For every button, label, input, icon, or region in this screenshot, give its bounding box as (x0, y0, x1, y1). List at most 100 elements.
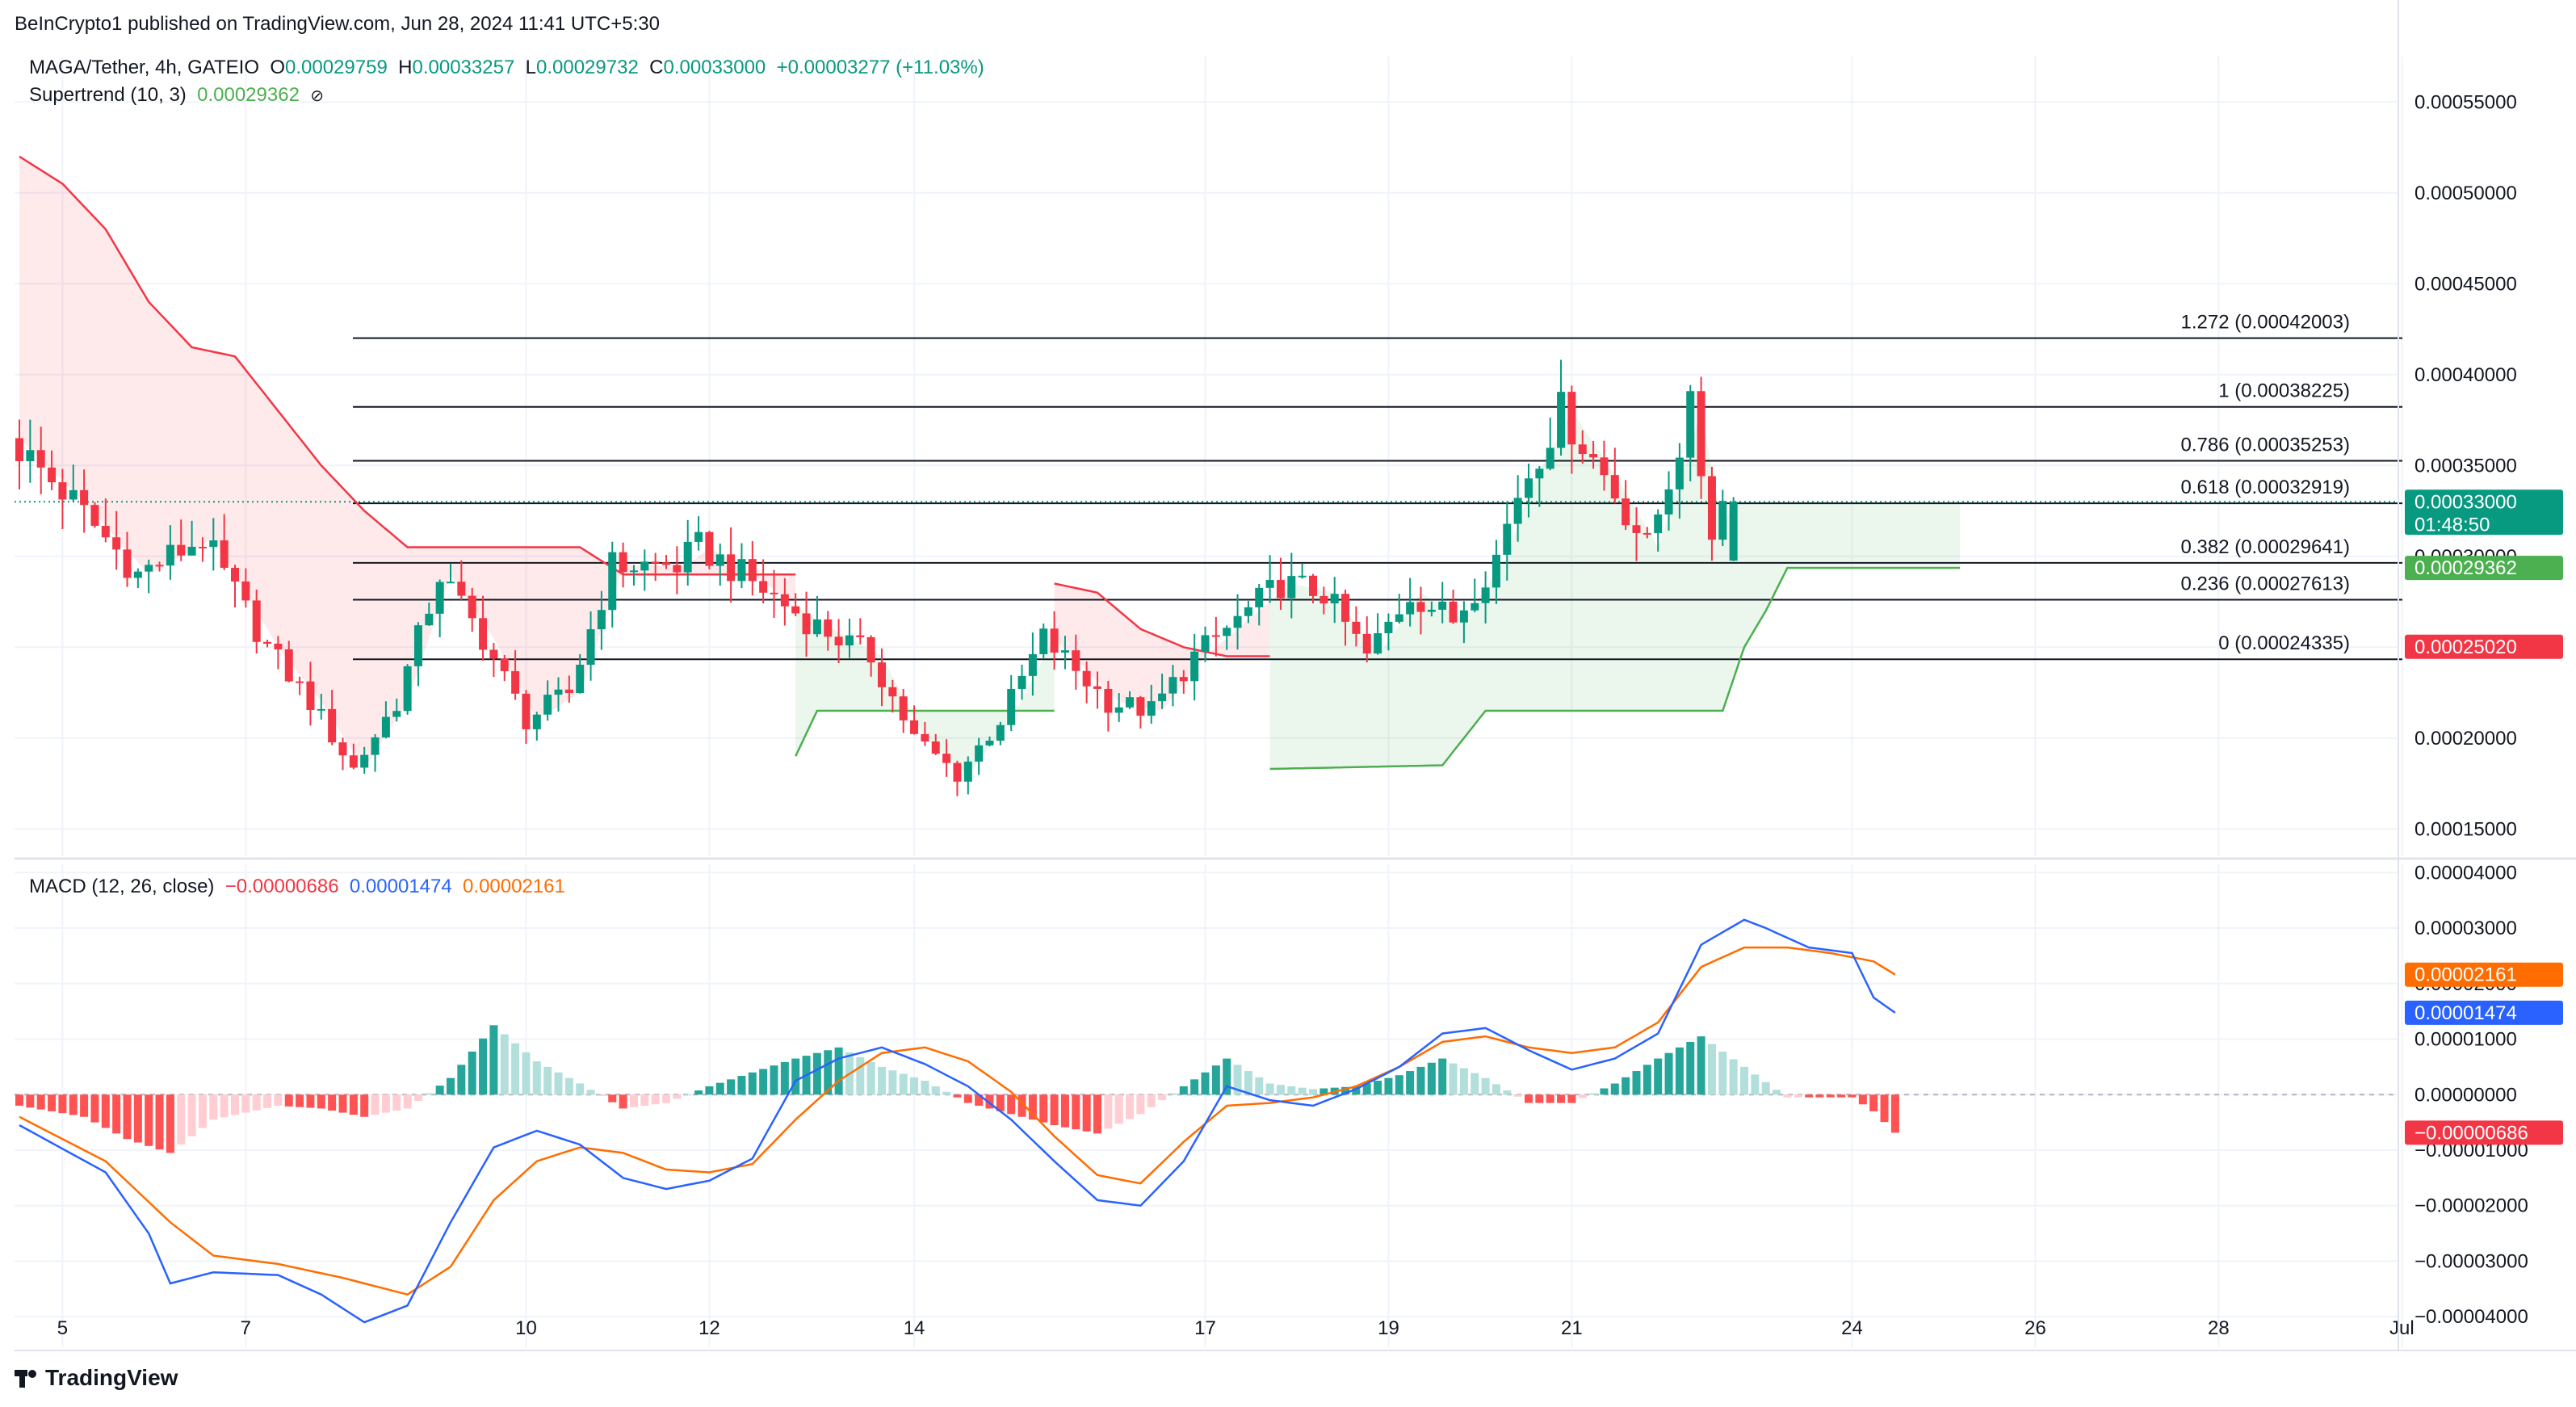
macd-hist-bar (1491, 1084, 1500, 1095)
macd-hist-bar (715, 1082, 724, 1095)
macd-hist-bar (1050, 1094, 1059, 1126)
value-tag-text: 0.00033000 (2414, 491, 2517, 513)
macd-hist-bar (80, 1094, 89, 1117)
candle-body (1471, 603, 1479, 611)
close-label: C (649, 57, 664, 78)
macd-hist-bar (101, 1094, 110, 1128)
candle-body (1265, 580, 1274, 588)
candle-body (447, 582, 455, 584)
macd-hist-bar (812, 1052, 821, 1095)
publisher-line: BeInCrypto1 published on TradingView.com… (15, 13, 660, 35)
candle-body (1664, 489, 1673, 514)
macd-hist-bar (1525, 1094, 1533, 1103)
candle-body (1513, 498, 1522, 524)
macd-hist-bar (770, 1065, 778, 1095)
macd-hist-bar (1837, 1094, 1846, 1098)
candle-body (953, 762, 962, 782)
candle-body (80, 489, 89, 506)
macd-hist-bar (1427, 1062, 1436, 1095)
candle-body (166, 544, 174, 566)
candle-body (1449, 601, 1458, 623)
macd-hist-bar (1039, 1094, 1048, 1123)
value-tag-text: 0.00025020 (2414, 636, 2517, 658)
macd-hist-bar (296, 1094, 304, 1107)
candle-body (770, 592, 778, 594)
supertrend-label[interactable]: Supertrend (10, 3) (29, 84, 187, 106)
macd-hist-bar (1276, 1085, 1285, 1095)
candle-body (1244, 607, 1252, 616)
change-value: +0.00003277 (+11.03%) (776, 57, 984, 78)
macd-hist-bar (1869, 1094, 1878, 1111)
macd-label[interactable]: MACD (12, 26, close) (29, 876, 215, 897)
candle-body (1546, 447, 1554, 469)
macd-hist-value: −0.00000686 (224, 876, 339, 897)
x-tick-label: 10 (515, 1317, 537, 1339)
value-tag (2405, 634, 2563, 659)
tradingview-logo[interactable]: TradingView (15, 1365, 178, 1391)
macd-hist-bar (975, 1094, 984, 1106)
candle-body (1319, 595, 1328, 604)
macd-hist-bar (403, 1094, 412, 1109)
open-value: 0.00029759 (285, 57, 388, 78)
candle-body (791, 606, 800, 614)
candle-body (274, 643, 283, 649)
macd-hist-bar (1794, 1094, 1802, 1098)
symbol-legend: MAGA/Tether, 4h, GATEIO O0.00029759 H0.0… (29, 57, 984, 79)
macd-hist-bar (177, 1094, 186, 1145)
candle-body (1298, 575, 1307, 578)
candle-body (856, 635, 865, 637)
y-tick-label: 0.00045000 (2414, 273, 2517, 295)
symbol-title[interactable]: MAGA/Tether, 4h, GATEIO (29, 57, 259, 78)
candle-body (1491, 554, 1500, 588)
candle-body (1416, 602, 1425, 612)
macd-hist-bar (737, 1076, 746, 1095)
macd-hist-bar (1255, 1077, 1264, 1095)
candle-body (1718, 501, 1727, 540)
macd-hist-bar (1578, 1094, 1587, 1098)
macd-hist-bar (166, 1094, 174, 1153)
macd-hist-bar (1416, 1066, 1425, 1095)
candle-body (975, 745, 984, 762)
y-tick-label: 0.00000000 (2414, 1084, 2517, 1106)
candle-body (133, 571, 142, 578)
candle-body (1190, 651, 1199, 682)
macd-hist-bar (1287, 1086, 1296, 1095)
candle-body (1643, 532, 1651, 535)
macd-hist-bar (1707, 1044, 1716, 1095)
candle-body (824, 619, 833, 637)
y-tick-label: 0.00035000 (2414, 455, 2517, 477)
candle-body (1168, 677, 1177, 694)
x-tick-label: 24 (1841, 1317, 1863, 1339)
candle-body (942, 754, 951, 763)
candle-body (1622, 498, 1630, 526)
candle-body (866, 636, 875, 663)
y-tick-label: 0.00015000 (2414, 818, 2517, 840)
macd-hist-bar (457, 1065, 466, 1095)
candle-body (1060, 650, 1069, 653)
macd-hist-bar (564, 1077, 573, 1095)
macd-hist-bar (1729, 1059, 1738, 1095)
candle-body (1567, 392, 1576, 445)
fib-label: 1.272 (0.00042003) (2180, 312, 2350, 334)
candle-body (629, 570, 638, 573)
candle-body (296, 681, 304, 683)
macd-hist-bar (985, 1094, 994, 1109)
macd-hist-bar (1072, 1094, 1080, 1130)
candle-body (155, 565, 164, 567)
candle-body (263, 641, 272, 644)
candle-body (597, 610, 606, 630)
macd-hist-bar (1751, 1074, 1760, 1095)
macd-hist-bar (1093, 1094, 1101, 1134)
eye-off-icon[interactable]: ⊘ (310, 87, 325, 105)
supertrend-zone (1269, 410, 1960, 769)
candle-body (15, 438, 23, 461)
macd-hist-bar (1362, 1083, 1371, 1095)
candle-body (1557, 392, 1566, 448)
supertrend-legend: Supertrend (10, 3) 0.00029362 ⊘ (29, 84, 324, 107)
macd-hist-bar (1632, 1071, 1641, 1095)
candle-body (1610, 475, 1619, 499)
close-value: 0.00033000 (663, 57, 766, 78)
macd-hist-bar (90, 1094, 99, 1123)
macd-hist-bar (48, 1094, 57, 1111)
